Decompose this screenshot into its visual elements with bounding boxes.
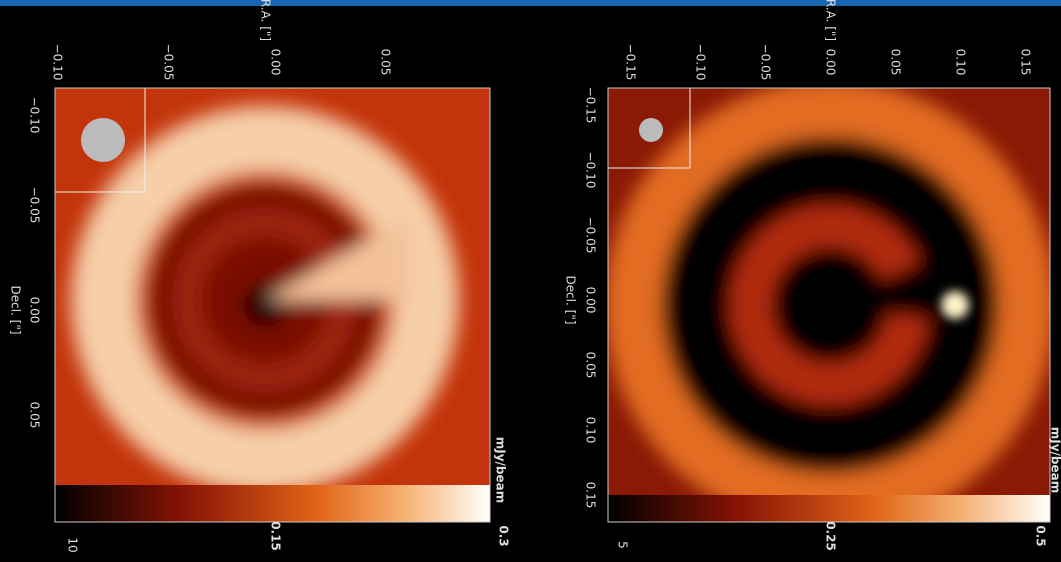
colorbar-tick-label: 0.3: [497, 525, 511, 546]
ra-tick-label: 0.05: [379, 49, 393, 76]
dec-label: Decl. ["]: [9, 285, 23, 334]
dec-tick-label: −0.15: [584, 87, 598, 124]
ra-tick-label: 0.00: [824, 49, 838, 76]
dec-tick-label: −0.10: [28, 97, 42, 134]
dec-tick-label: −0.10: [584, 152, 598, 189]
ra-tick-label: 0.15: [1019, 49, 1033, 76]
colorbar-unit: mJy/beam: [494, 437, 508, 504]
colorbar-right: [608, 495, 1050, 522]
ra-tick-label: 0.05: [889, 49, 903, 76]
dec-tick-label: −0.05: [584, 217, 598, 254]
panel-label: 10: [66, 537, 80, 552]
slide: R.A. ["] Decl. ["] −0.10 −0.05 0.00 0.05 −0.10…: [0, 0, 1061, 562]
top-bar: [0, 0, 1061, 6]
ra-label: R.A. ["]: [259, 0, 273, 41]
ra-tick-label: 0.00: [269, 49, 283, 76]
dec-tick-label: 0.10: [584, 417, 598, 444]
colorbar-tick-label: 0.25: [824, 521, 838, 551]
colorbar-tick-label: 0.5: [1034, 525, 1048, 546]
dec-tick-label: 0.00: [28, 297, 42, 324]
ra-tick-label: −0.15: [624, 44, 638, 81]
dec-tick-label: 0.05: [28, 402, 42, 429]
colorbar-tick-label: 0.15: [269, 521, 283, 551]
ra-label: R.A. ["]: [824, 0, 838, 41]
image-right: [605, 80, 1055, 530]
ra-tick-label: −0.05: [759, 44, 773, 81]
colorbar-left: [55, 485, 490, 522]
dec-tick-label: 0.05: [584, 352, 598, 379]
colorbar-unit: mJy/beam: [1049, 427, 1061, 494]
dec-tick-label: 0.15: [584, 482, 598, 509]
dec-tick-label: −0.05: [28, 187, 42, 224]
ra-tick-label: 0.10: [954, 49, 968, 76]
dec-tick-label: 0.00: [584, 287, 598, 314]
ra-tick-label: −0.10: [694, 44, 708, 81]
ra-tick-label: −0.05: [162, 44, 176, 81]
panel-label: 5: [616, 541, 630, 549]
image-left: [55, 88, 490, 522]
ra-tick-label: −0.10: [51, 44, 65, 81]
dec-label: Decl. ["]: [564, 275, 578, 324]
